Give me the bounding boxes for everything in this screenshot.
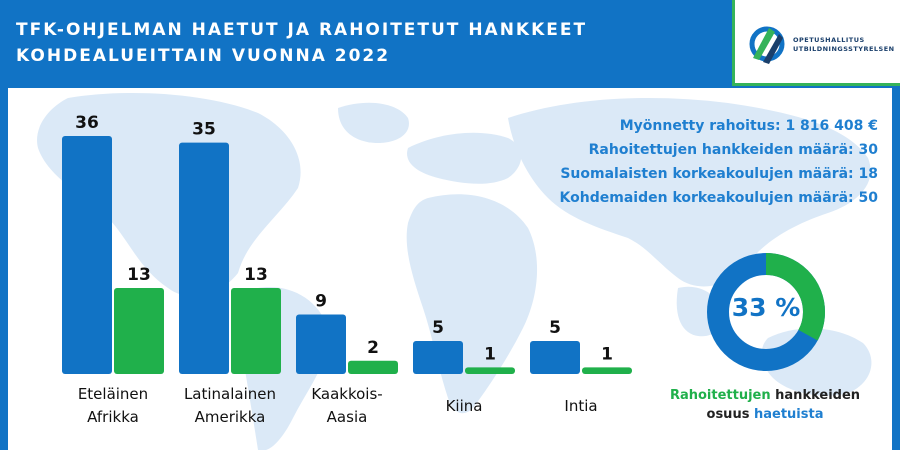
- donut-caption-part-4: haetuista: [753, 407, 824, 422]
- logo: OPETUSHALLITUS UTBILDNINGSSTYRELSEN: [732, 0, 900, 86]
- title-line-1: TFK-OHJELMAN HAETUT JA RAHOITETUT HANKKE…: [16, 20, 588, 40]
- category-label-5-line-1: Intia: [564, 397, 597, 415]
- bar-series1-5: [530, 340, 580, 374]
- category-label-2-line-1: Latinalainen: [184, 385, 276, 403]
- stat-funded-projects: Rahoitettujen hankkeiden määrä: 30: [588, 142, 878, 158]
- donut-caption-part-2: hankkeiden: [775, 388, 861, 403]
- bar-value-label-series1-3: 9: [315, 292, 327, 312]
- stat-funding: Myönnetty rahoitus: 1 816 408 €: [619, 118, 878, 134]
- bar-value-label-series1-1: 36: [75, 113, 99, 133]
- bar-value-label-series2-1: 13: [127, 265, 151, 285]
- category-label-3-line-2: Aasia: [327, 408, 368, 426]
- donut-caption: Rahoitettujen hankkeiden osuus haetuista: [660, 386, 870, 424]
- donut-filled-arc: [707, 253, 825, 371]
- bar-value-label-series1-5: 5: [549, 318, 561, 338]
- donut-chart: [707, 253, 825, 371]
- category-label-1-line-2: Afrikka: [87, 408, 139, 426]
- bar-value-label-series2-3: 2: [367, 338, 379, 358]
- bar-series1-1: [62, 136, 112, 374]
- stat-finnish-institutions: Suomalaisten korkeakoulujen määrä: 18: [560, 166, 878, 182]
- bar-series2-4: [465, 367, 515, 374]
- logo-mark-icon: [749, 26, 785, 64]
- bar-series1-2: [179, 142, 229, 374]
- logo-text-line-1: OPETUSHALLITUS: [793, 36, 865, 44]
- bar-value-label-series2-5: 1: [601, 344, 613, 364]
- donut-percentage: 33 %: [731, 293, 801, 322]
- title-line-2: KOHDEALUEITTAIN VUONNA 2022: [16, 46, 391, 66]
- logo-text-line-2: UTBILDNINGSSTYRELSEN: [793, 45, 895, 53]
- bar-value-label-series2-2: 13: [244, 265, 268, 285]
- bar-series2-2: [231, 288, 281, 374]
- right-edge-band: [892, 88, 900, 450]
- category-label-4-line-1: Kiina: [446, 397, 483, 415]
- stats-panel: Myönnetty rahoitus: 1 816 408 € Rahoitet…: [560, 114, 878, 210]
- left-edge-band: [0, 88, 8, 450]
- bar-series2-5: [582, 367, 632, 374]
- bar-series2-3: [348, 360, 398, 374]
- bar-series2-1: [114, 288, 164, 374]
- stat-target-institutions: Kohdemaiden korkeakoulujen määrä: 50: [559, 190, 878, 206]
- donut-caption-part-3: osuus: [706, 407, 750, 422]
- donut-caption-part-1: Rahoitettujen: [669, 388, 771, 403]
- category-label-3-line-1: Kaakkois-: [311, 385, 382, 403]
- bar-value-label-series1-4: 5: [432, 318, 444, 338]
- bar-series1-4: [413, 340, 463, 374]
- bar-value-label-series1-2: 35: [192, 120, 216, 140]
- category-label-1-line-1: Eteläinen: [78, 385, 148, 403]
- bar-value-label-series2-4: 1: [484, 344, 496, 364]
- category-label-2-line-2: Amerikka: [195, 408, 266, 426]
- bar-series1-3: [296, 314, 346, 374]
